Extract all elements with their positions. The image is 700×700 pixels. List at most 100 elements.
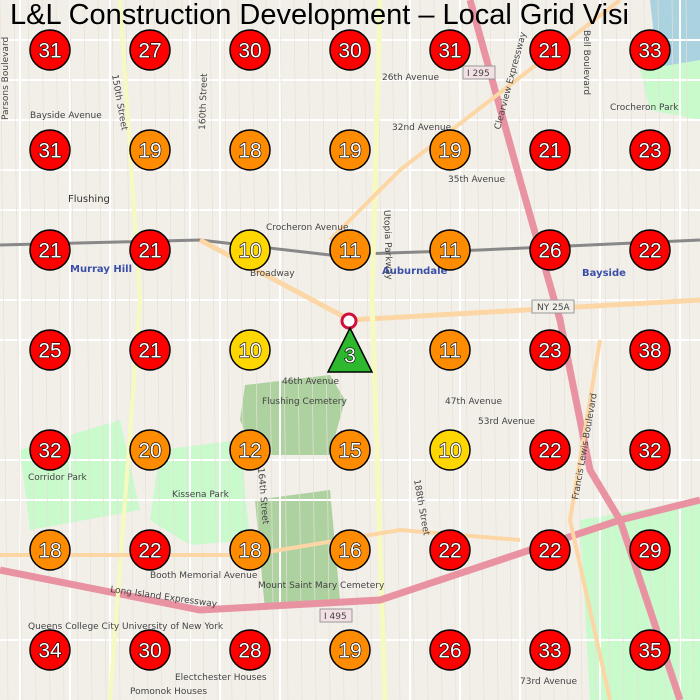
- rank-marker[interactable]: 29: [629, 529, 671, 571]
- rank-value: 3: [344, 345, 356, 368]
- page-title: L&L Construction Development – Local Gri…: [10, 0, 629, 31]
- rank-value: 18: [238, 540, 261, 563]
- rank-marker[interactable]: 21: [29, 229, 71, 271]
- rank-marker[interactable]: 11: [429, 329, 471, 371]
- rank-marker[interactable]: 31: [29, 29, 71, 71]
- rank-marker[interactable]: 26: [529, 229, 571, 271]
- rank-value: 30: [338, 40, 361, 63]
- rank-marker[interactable]: 27: [129, 29, 171, 71]
- rank-marker[interactable]: 32: [29, 429, 71, 471]
- rank-marker[interactable]: 21: [129, 229, 171, 271]
- rank-circle: [429, 429, 471, 471]
- rank-circle: [129, 29, 171, 71]
- rank-circle: [629, 129, 671, 171]
- rank-marker[interactable]: 15: [329, 429, 371, 471]
- ny25a-shield: [531, 299, 575, 314]
- rank-marker[interactable]: 18: [29, 529, 71, 571]
- rank-value: 25: [38, 340, 61, 363]
- label-murray-hill: Murray Hill: [70, 264, 132, 275]
- rank-circle: [429, 29, 471, 71]
- rank-marker[interactable]: 16: [329, 529, 371, 571]
- rank-marker[interactable]: 12: [229, 429, 271, 471]
- rank-marker[interactable]: 18: [229, 529, 271, 571]
- minor-street: [181, 0, 191, 700]
- label-flushing: Flushing: [68, 194, 110, 205]
- label-47th-ave: 47th Avenue: [445, 397, 502, 407]
- rank-value: 15: [338, 440, 361, 463]
- rank-marker[interactable]: 30: [129, 629, 171, 671]
- crocheron-park-area: [640, 60, 700, 120]
- rank-marker[interactable]: 21: [129, 329, 171, 371]
- label-queens-college: Queens College City University of New Yo…: [28, 622, 224, 632]
- rank-circle: [529, 229, 571, 271]
- rank-marker[interactable]: 11: [329, 229, 371, 271]
- rank-marker[interactable]: 23: [529, 329, 571, 371]
- rank-marker[interactable]: 30: [229, 29, 271, 71]
- rank-value: 16: [338, 540, 361, 563]
- rank-marker[interactable]: 3: [326, 326, 374, 373]
- business-location-pin[interactable]: [340, 312, 358, 330]
- rank-marker[interactable]: 19: [329, 629, 371, 671]
- rank-marker[interactable]: 11: [429, 229, 471, 271]
- rank-circle: [29, 429, 71, 471]
- rank-circle: [329, 629, 371, 671]
- minor-street: [587, 0, 597, 700]
- rank-circle: [29, 629, 71, 671]
- label-bell-blvd: Bell Boulevard: [581, 30, 591, 95]
- rank-marker[interactable]: 10: [229, 329, 271, 371]
- label-46th-ave: 46th Avenue: [282, 377, 339, 387]
- rank-value: 19: [338, 640, 361, 663]
- rank-value: 23: [538, 340, 561, 363]
- flushing-cemetery-area: [240, 375, 345, 455]
- rank-triangle: [326, 326, 374, 373]
- label-broadway: Broadway: [250, 269, 295, 279]
- rank-value: 22: [438, 540, 461, 563]
- rank-circle: [429, 229, 471, 271]
- rank-markers: 31 27 30 30 31 21 33 31 19 18 19 19 21 23 21 21 10 11 11 26…: [29, 29, 671, 671]
- rank-marker[interactable]: 25: [29, 329, 71, 371]
- rank-marker[interactable]: 28: [229, 629, 271, 671]
- rank-marker[interactable]: 34: [29, 629, 71, 671]
- rank-marker[interactable]: 31: [29, 129, 71, 171]
- rank-marker[interactable]: 23: [629, 129, 671, 171]
- rank-circle: [329, 529, 371, 571]
- rank-marker[interactable]: 35: [629, 629, 671, 671]
- rank-marker[interactable]: 33: [529, 629, 571, 671]
- label-crocheron-ave: Crocheron Avenue: [266, 223, 349, 233]
- rank-marker[interactable]: 21: [529, 29, 571, 71]
- rank-circle: [229, 629, 271, 671]
- rank-marker[interactable]: 19: [329, 129, 371, 171]
- rank-marker[interactable]: 10: [229, 229, 271, 271]
- rank-circle: [29, 329, 71, 371]
- rank-marker[interactable]: 31: [429, 29, 471, 71]
- rank-marker[interactable]: 26: [429, 629, 471, 671]
- rank-marker[interactable]: 10: [429, 429, 471, 471]
- rank-marker[interactable]: 22: [429, 529, 471, 571]
- rank-marker[interactable]: 22: [129, 529, 171, 571]
- rank-marker[interactable]: 38: [629, 329, 671, 371]
- rank-marker[interactable]: 21: [529, 129, 571, 171]
- rank-circle: [129, 329, 171, 371]
- rank-marker[interactable]: 33: [629, 29, 671, 71]
- minor-street: [0, 0, 9, 700]
- label-bayside: Bayside: [582, 268, 626, 279]
- rank-marker[interactable]: 20: [129, 429, 171, 471]
- label-164th-st: 164th Street: [255, 467, 270, 525]
- rank-marker[interactable]: 19: [429, 129, 471, 171]
- label-ny25a: NY 25A: [537, 303, 571, 313]
- rank-value: 26: [438, 640, 461, 663]
- minor-street: [615, 0, 625, 700]
- rank-marker[interactable]: 22: [529, 529, 571, 571]
- rank-marker[interactable]: 18: [229, 129, 271, 171]
- rank-marker[interactable]: 22: [629, 229, 671, 271]
- rank-value: 21: [138, 240, 161, 263]
- rank-marker[interactable]: 22: [529, 429, 571, 471]
- minor-street: [405, 0, 415, 700]
- rank-circle: [429, 529, 471, 571]
- rank-marker[interactable]: 19: [129, 129, 171, 171]
- minor-street: [279, 0, 289, 700]
- rank-marker[interactable]: 30: [329, 29, 371, 71]
- rank-marker[interactable]: 32: [629, 429, 671, 471]
- rank-circle: [129, 529, 171, 571]
